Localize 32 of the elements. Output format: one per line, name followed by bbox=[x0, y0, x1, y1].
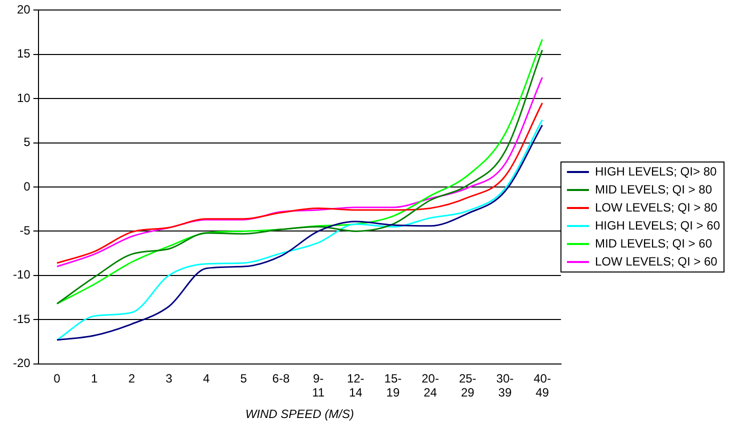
legend-label: HIGH LEVELS; QI > 60 bbox=[594, 218, 720, 232]
x-tick-label: 2 bbox=[128, 371, 136, 386]
x-tick-label: 30-39 bbox=[496, 371, 514, 400]
line-series bbox=[56, 102, 544, 264]
y-tick-label: -15 bbox=[13, 312, 31, 326]
x-tick-label: 1 bbox=[90, 371, 98, 386]
x-tick-label: 6-8 bbox=[272, 371, 290, 386]
legend-label: LOW LEVELS; QI > 60 bbox=[594, 254, 718, 268]
x-tick-label: 4 bbox=[202, 371, 210, 386]
y-tick-label: 5 bbox=[24, 135, 31, 150]
y-tick-label: 0 bbox=[24, 179, 31, 194]
x-tick-label: 0 bbox=[54, 371, 61, 386]
y-tick-label: 10 bbox=[16, 90, 31, 105]
line-series bbox=[56, 76, 544, 268]
y-tick-label: -20 bbox=[13, 356, 31, 370]
x-axis-title: WIND SPEED (M/S) bbox=[245, 407, 354, 422]
x-tick-label: 40-49 bbox=[534, 371, 551, 400]
y-tick-label: 15 bbox=[16, 46, 31, 61]
x-tick-label: 9-11 bbox=[312, 371, 325, 400]
x-tick-label: 5 bbox=[240, 371, 248, 386]
x-tick-label: 15-19 bbox=[384, 371, 402, 400]
x-tick-label: 20-24 bbox=[422, 371, 439, 400]
x-tick-label: 25-29 bbox=[458, 371, 476, 400]
x-tick-label: 3 bbox=[166, 371, 173, 386]
y-tick-label: -5 bbox=[20, 224, 31, 238]
legend-label: MID LEVELS; QI > 60 bbox=[594, 236, 712, 250]
legend-label: HIGH LEVELS; QI> 80 bbox=[594, 164, 717, 178]
y-tick-label: -10 bbox=[13, 268, 31, 282]
legend-label: MID LEVELS; QI > 80 bbox=[594, 182, 712, 196]
y-tick-label: 20 bbox=[16, 2, 31, 17]
x-tick-label: 12-14 bbox=[346, 371, 364, 400]
legend-label: LOW LEVELS; QI > 80 bbox=[594, 200, 718, 214]
